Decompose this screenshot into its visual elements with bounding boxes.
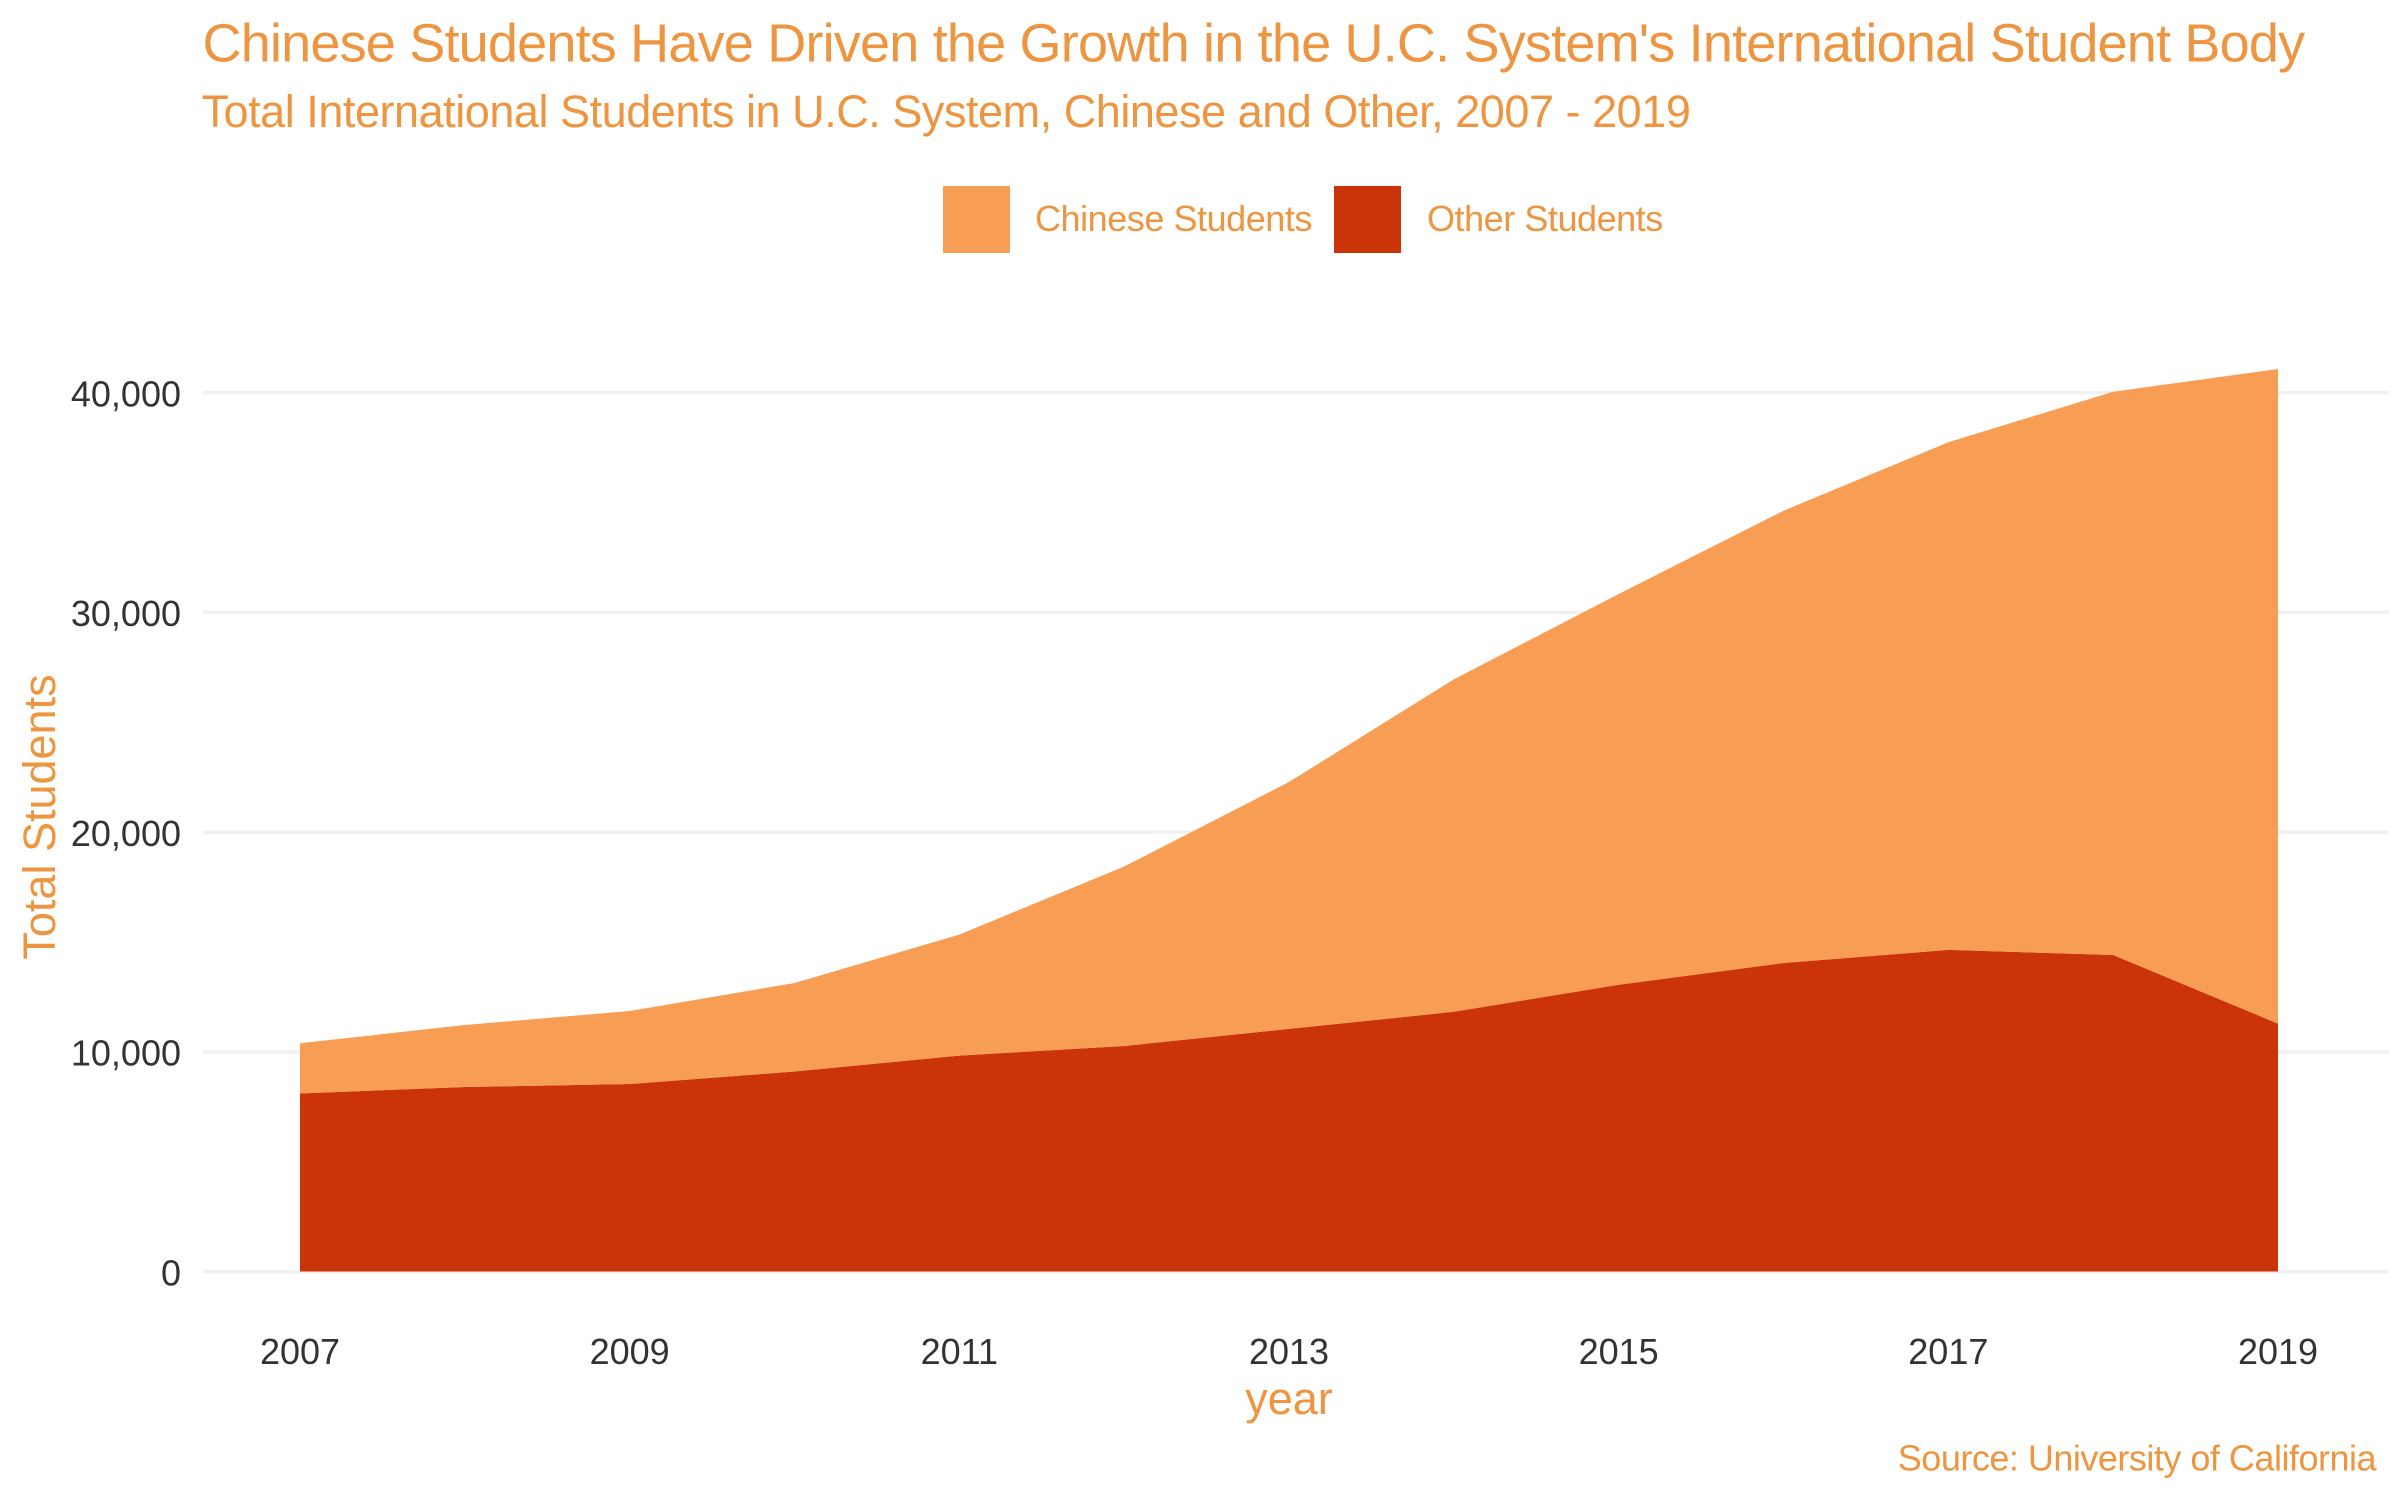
svg-text:Total Students: Total Students	[14, 674, 65, 959]
svg-text:Total International Students i: Total International Students in U.C. Sys…	[202, 86, 1691, 137]
svg-text:2011: 2011	[921, 1331, 998, 1372]
svg-text:2009: 2009	[590, 1331, 670, 1372]
svg-text:Chinese Students: Chinese Students	[1035, 198, 1312, 239]
svg-text:2007: 2007	[260, 1331, 340, 1372]
svg-text:10,000: 10,000	[71, 1033, 181, 1074]
svg-text:40,000: 40,000	[71, 373, 181, 414]
svg-text:Other Students: Other Students	[1427, 198, 1663, 239]
svg-text:2013: 2013	[1249, 1331, 1329, 1372]
svg-text:2017: 2017	[1908, 1331, 1988, 1372]
svg-text:year: year	[1245, 1373, 1333, 1424]
svg-text:2019: 2019	[2238, 1331, 2318, 1372]
svg-text:30,000: 30,000	[71, 593, 181, 634]
svg-text:2015: 2015	[1579, 1331, 1659, 1372]
svg-text:0: 0	[161, 1253, 181, 1294]
svg-text:Chinese Students Have Driven t: Chinese Students Have Driven the Growth …	[203, 14, 2306, 74]
svg-text:20,000: 20,000	[71, 813, 181, 854]
svg-text:Source: University of Californ: Source: University of California	[1898, 1438, 2378, 1479]
